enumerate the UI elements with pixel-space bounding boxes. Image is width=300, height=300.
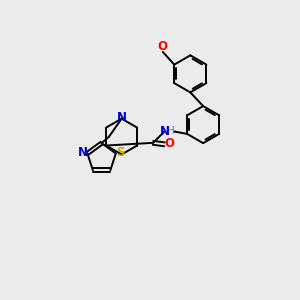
- Text: N: N: [159, 125, 170, 138]
- Text: N: N: [117, 111, 127, 124]
- Text: O: O: [157, 40, 167, 53]
- Text: H: H: [167, 126, 174, 136]
- Text: N: N: [78, 146, 88, 159]
- Text: O: O: [164, 137, 174, 150]
- Text: S: S: [116, 146, 125, 159]
